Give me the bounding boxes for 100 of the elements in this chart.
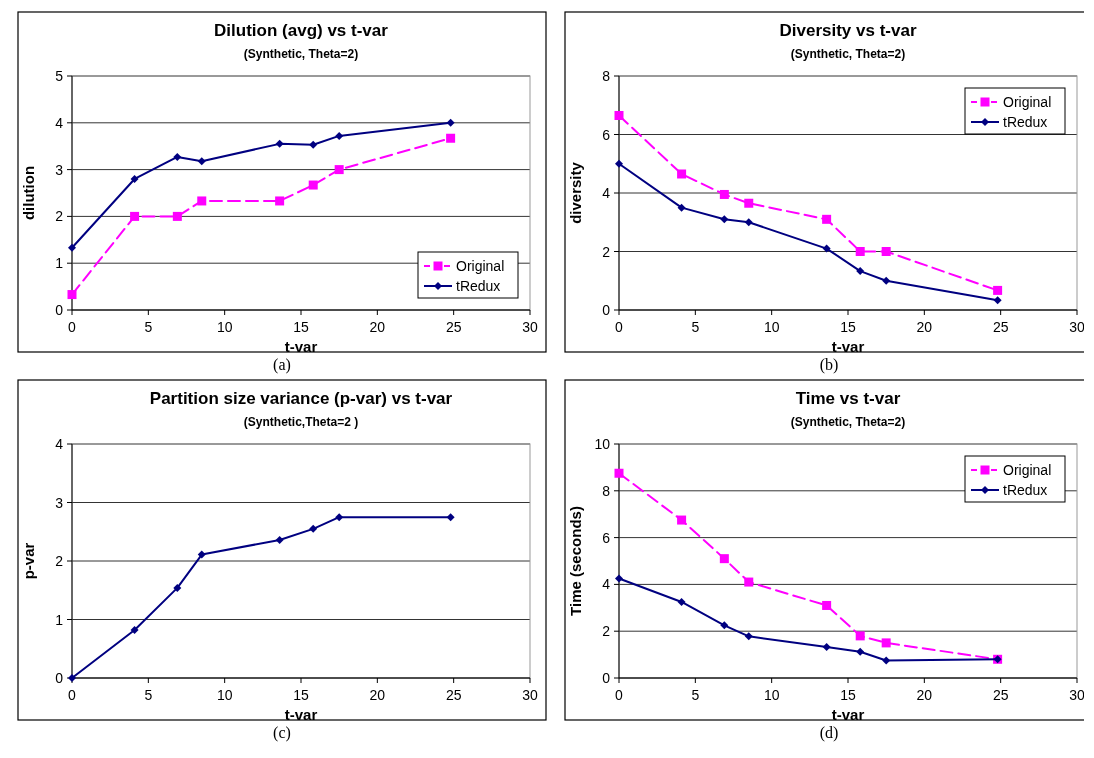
point [856,647,865,656]
x-tick-label: 20 [369,319,386,335]
point [335,513,344,522]
point [677,597,686,606]
x-tick-label: 10 [763,319,780,335]
x-tick-label: 10 [216,319,233,335]
text: (b) [819,356,839,374]
x-tick-label: 25 [445,319,462,335]
point [615,159,623,168]
y-axis-title: p-var [20,542,37,580]
x-tick-label: 10 [763,687,780,703]
point [130,211,140,221]
legend-label: Original [1003,462,1052,478]
point [446,118,455,127]
point [446,513,455,522]
x-tick-label: 25 [992,687,1009,703]
chart-subtitle: (Synthetic, Theta=2) [790,47,906,61]
x-tick-label: 30 [522,687,538,703]
point [446,133,456,143]
point [67,290,77,300]
x-tick-label: 0 [68,319,77,335]
point [720,621,729,630]
point [993,296,1002,305]
x-tick-label: 5 [691,319,700,335]
point [993,285,1003,295]
y-tick-label: 6 [602,126,611,143]
y-tick-label: 4 [602,576,611,593]
point [275,196,285,206]
x-tick-label: 20 [916,319,933,335]
y-tick-label: 2 [55,208,64,225]
y-tick-label: 4 [55,436,64,452]
legend-label: tRedux [1003,114,1048,130]
y-tick-label: 0 [602,670,611,686]
point [309,140,318,149]
point [822,214,832,224]
x-tick-label: 5 [144,319,153,335]
chart-subtitle: (Synthetic,Theta=2 ) [243,415,359,429]
x-tick-label: 15 [840,687,856,703]
x-tick-label: 20 [916,687,933,703]
point [173,583,182,592]
x-tick-label: 5 [144,687,153,703]
x-tick-label: 15 [840,319,856,335]
legend-label: tRedux [1003,482,1048,498]
point [744,218,753,227]
point [881,638,891,648]
point [172,211,182,221]
point [197,157,206,166]
x-tick-label: 10 [216,687,233,703]
point [677,169,687,179]
text: (a) [273,356,291,374]
x-axis-title: t-var [284,338,318,355]
point [275,535,284,544]
text: (c) [273,724,291,742]
x-tick-label: 15 [293,687,309,703]
x-tick-label: 15 [293,319,309,335]
chart-title: Time vs t-var [795,389,901,408]
y-tick-label: 2 [55,553,64,569]
point [68,243,76,252]
y-tick-label: 3 [55,494,64,511]
y-tick-label: 8 [602,482,611,499]
x-axis-title: t-var [284,706,318,723]
x-tick-label: 25 [445,687,462,703]
y-tick-label: 0 [55,302,64,318]
point [744,198,754,208]
chart-title: Diversity vs t-var [779,21,917,40]
point [677,515,687,525]
point [197,550,206,559]
legend-label: Original [1003,94,1052,110]
point [614,110,624,120]
y-tick-label: 6 [602,529,611,546]
y-axis-title: Time (seconds) [567,506,584,616]
point [130,174,139,183]
x-axis-title: t-var [831,338,865,355]
point [334,165,344,175]
point [197,196,207,206]
point [855,247,865,256]
point [881,247,891,256]
point [719,189,729,199]
point [308,180,318,190]
y-tick-label: 1 [55,611,64,628]
point [856,267,865,276]
x-axis-title: t-var [831,706,865,723]
chart-title: Dilution (avg) vs t-var [214,21,389,40]
chart-subtitle: (Synthetic, Theta=2) [790,415,906,429]
point [882,276,891,285]
point [309,524,318,533]
point [720,215,729,224]
x-tick-label: 5 [691,687,700,703]
y-tick-label: 4 [602,185,611,201]
point [130,626,139,635]
point [677,203,686,212]
y-tick-label: 5 [55,68,64,84]
y-tick-label: 0 [55,670,64,686]
y-axis-title: dilution [20,165,37,221]
point [614,468,624,478]
x-tick-label: 20 [369,687,386,703]
legend-label: Original [456,258,505,274]
y-tick-label: 4 [55,114,64,131]
point [275,139,284,148]
chart-title: Partition size variance (p-var) vs t-var [149,389,453,408]
